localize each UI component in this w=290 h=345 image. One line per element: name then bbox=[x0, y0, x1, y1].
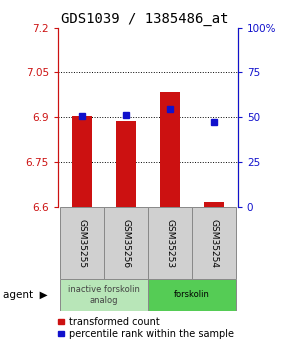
Text: GSM35256: GSM35256 bbox=[122, 219, 130, 268]
Text: inactive forskolin
analog: inactive forskolin analog bbox=[68, 285, 140, 305]
Bar bbox=[148, 279, 235, 311]
Bar bbox=[192, 207, 235, 279]
Text: transformed count: transformed count bbox=[69, 317, 160, 326]
Text: agent  ▶: agent ▶ bbox=[3, 290, 48, 300]
Bar bbox=[72, 116, 92, 207]
Bar bbox=[116, 121, 136, 207]
Bar bbox=[104, 207, 148, 279]
Bar bbox=[148, 207, 192, 279]
Text: GDS1039 / 1385486_at: GDS1039 / 1385486_at bbox=[61, 12, 229, 26]
Text: GSM35254: GSM35254 bbox=[209, 219, 218, 268]
Bar bbox=[60, 279, 148, 311]
Bar bbox=[160, 92, 180, 207]
Text: GSM35255: GSM35255 bbox=[78, 219, 87, 268]
Text: GSM35253: GSM35253 bbox=[165, 219, 174, 268]
Text: percentile rank within the sample: percentile rank within the sample bbox=[69, 329, 234, 338]
Bar bbox=[204, 202, 224, 207]
Text: forskolin: forskolin bbox=[174, 290, 210, 299]
Bar bbox=[60, 207, 104, 279]
